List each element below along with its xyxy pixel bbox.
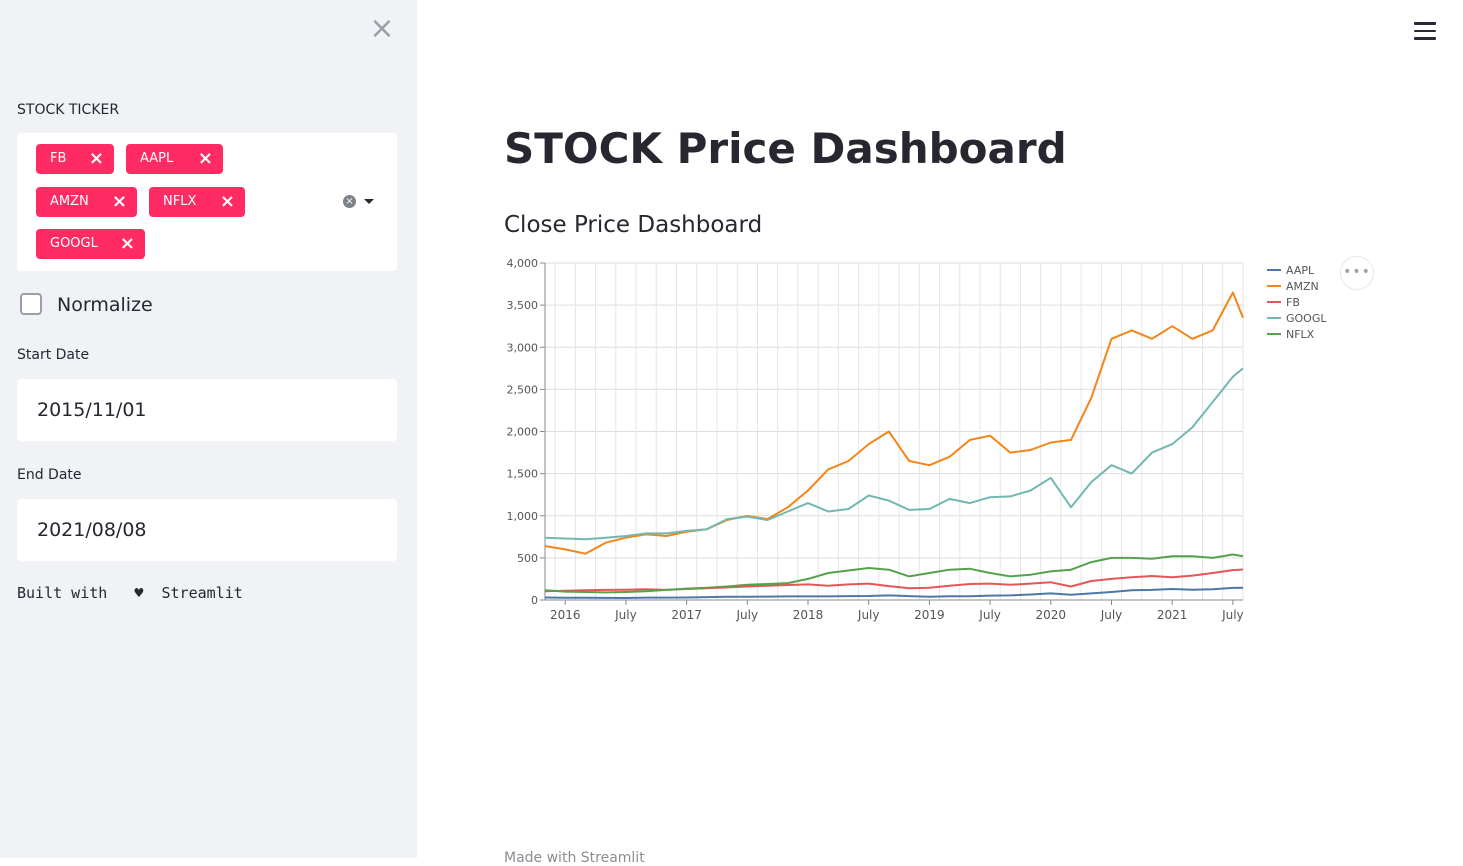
legend-label: AMZN <box>1286 280 1319 293</box>
y-tick-label: 2,500 <box>507 383 539 396</box>
clear-all-icon[interactable]: × <box>343 195 356 208</box>
ticker-tag-nflx: NFLX × <box>149 187 245 217</box>
legend-label: GOOGL <box>1286 312 1327 325</box>
x-tick-label: 2017 <box>671 608 702 622</box>
close-sidebar-icon[interactable]: × <box>369 11 395 46</box>
x-tick-label: 2018 <box>793 608 824 622</box>
y-tick-label: 3,000 <box>507 341 539 354</box>
series-line-fb <box>544 568 1244 593</box>
series-line-amzn <box>544 291 1244 555</box>
legend-label: NFLX <box>1286 328 1315 341</box>
x-tick-label: 2021 <box>1157 608 1188 622</box>
ticker-tag-label: AAPL <box>140 151 174 166</box>
remove-tag-icon[interactable]: × <box>119 233 135 254</box>
x-tick-label: 2016 <box>550 608 581 622</box>
x-tick-label: 2020 <box>1036 608 1067 622</box>
legend-label: FB <box>1286 296 1300 309</box>
ticker-tag-label: GOOGL <box>50 236 98 251</box>
x-tick-label: July <box>736 608 759 622</box>
start-date-label: Start Date <box>17 347 90 363</box>
end-date-input[interactable]: 2021/08/08 <box>17 499 397 561</box>
normalize-label[interactable]: Normalize <box>57 294 153 316</box>
sidebar: × STOCK TICKER FB × AAPL × AMZN × NFLX ×… <box>0 0 417 858</box>
close-price-chart: 0 500 1,000 1,500 2,000 2,500 3,000 3,500 4,000 2… <box>507 257 1328 622</box>
ticker-multiselect[interactable]: FB × AAPL × AMZN × NFLX × GOOGL × × <box>17 133 397 271</box>
y-tick-label: 3,500 <box>507 299 539 312</box>
y-tick-label: 1,500 <box>507 468 539 481</box>
x-tick-label: July <box>614 608 637 622</box>
start-date-input[interactable]: 2015/11/01 <box>17 379 397 441</box>
built-with-label: Built with <box>17 584 108 602</box>
y-tick-label: 2,000 <box>507 426 539 439</box>
ticker-tag-amzn: AMZN × <box>36 187 137 217</box>
streamlit-link[interactable]: Streamlit <box>161 584 243 602</box>
x-tick-label: July <box>1221 608 1244 622</box>
x-tick-label: July <box>857 608 880 622</box>
x-tick-label: July <box>1100 608 1123 622</box>
heart-icon: ♥ <box>134 584 144 602</box>
ticker-tag-aapl: AAPL × <box>126 144 223 174</box>
y-tick-label: 500 <box>517 552 538 565</box>
ticker-tag-fb: FB × <box>36 144 114 174</box>
ticker-tag-googl: GOOGL × <box>36 229 145 259</box>
page-title: STOCK Price Dashboard <box>504 124 1067 173</box>
footer-text: Made with Streamlit <box>504 850 645 866</box>
ticker-tag-label: FB <box>50 151 67 166</box>
ticker-tag-label: NFLX <box>163 194 197 209</box>
y-tick-label: 0 <box>531 594 538 607</box>
remove-tag-icon[interactable]: × <box>111 191 127 212</box>
normalize-checkbox[interactable] <box>20 293 42 315</box>
series-line-googl <box>544 367 1244 541</box>
section-subtitle: Close Price Dashboard <box>504 212 763 238</box>
remove-tag-icon[interactable]: × <box>219 191 235 212</box>
chart-actions-button[interactable]: ••• <box>1340 256 1374 290</box>
x-tick-label: July <box>978 608 1001 622</box>
x-tick-label: 2019 <box>914 608 945 622</box>
chevron-down-icon[interactable] <box>364 199 374 204</box>
end-date-label: End Date <box>17 467 82 483</box>
y-tick-label: 1,000 <box>507 510 539 523</box>
y-tick-label: 4,000 <box>507 257 539 270</box>
hamburger-menu-icon[interactable] <box>1414 22 1436 40</box>
remove-tag-icon[interactable]: × <box>88 148 104 169</box>
series-line-aapl <box>544 586 1244 599</box>
remove-tag-icon[interactable]: × <box>197 148 213 169</box>
ticker-tag-label: AMZN <box>50 194 89 209</box>
ticker-label: STOCK TICKER <box>17 102 120 118</box>
legend-label: AAPL <box>1286 264 1315 277</box>
built-with-text: Built with ♥ Streamlit <box>17 584 243 602</box>
series-line-nflx <box>544 553 1244 594</box>
